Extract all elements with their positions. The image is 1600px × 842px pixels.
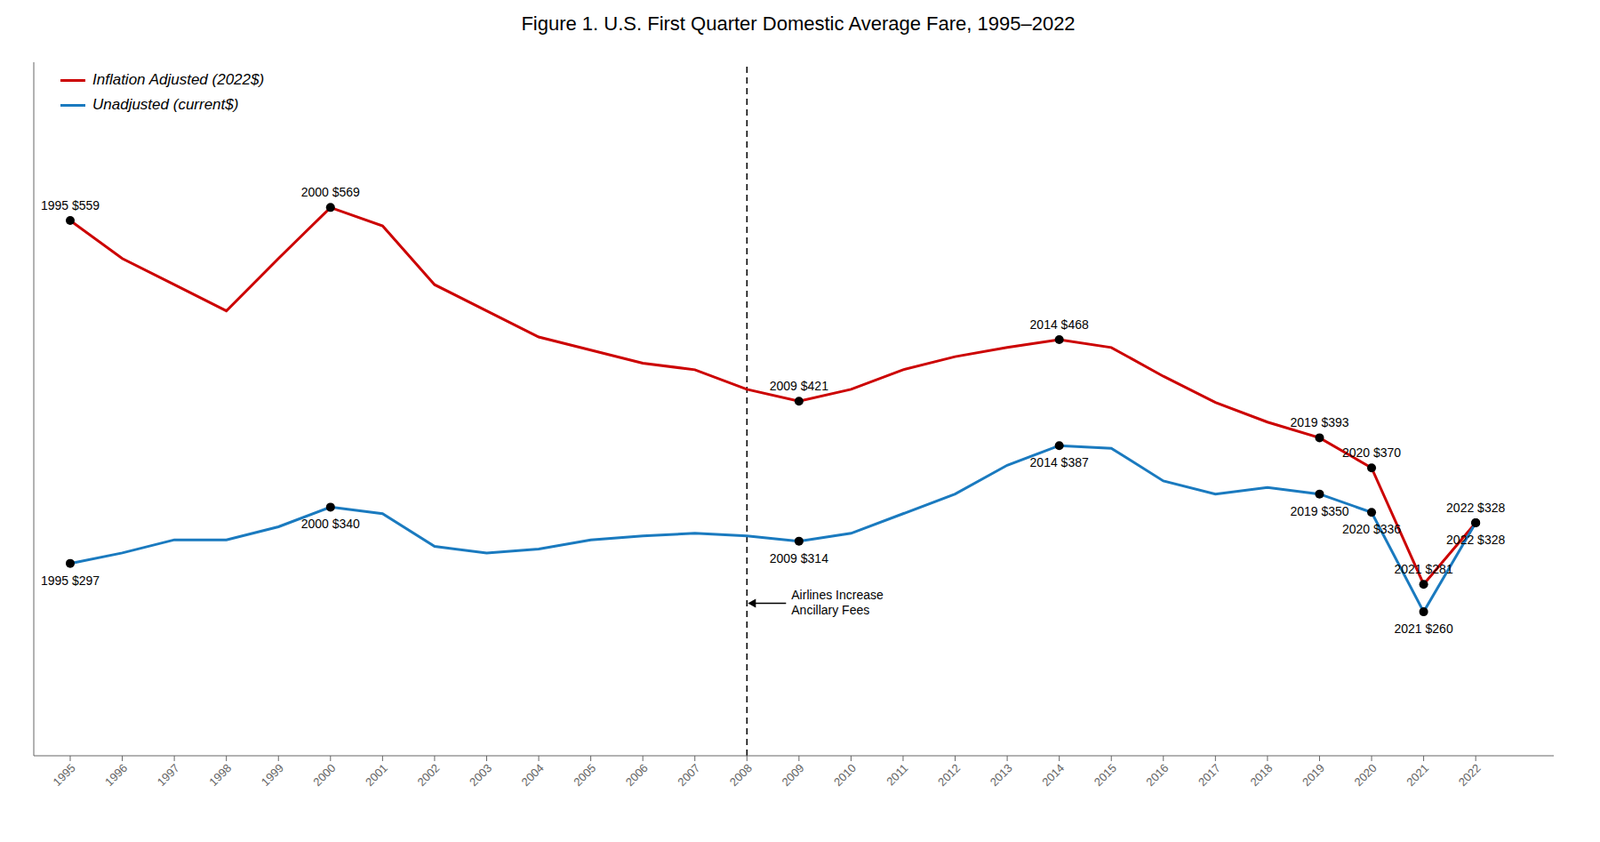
svg-text:1995 $297: 1995 $297 [40,573,100,588]
svg-text:2021 $281: 2021 $281 [1394,561,1454,576]
svg-text:2020: 2020 [1352,760,1380,789]
svg-text:2006: 2006 [623,760,651,789]
svg-text:2022: 2022 [1456,760,1484,789]
svg-text:2016: 2016 [1143,760,1171,789]
svg-text:2007: 2007 [674,760,703,789]
svg-text:2004: 2004 [519,760,547,789]
html-text:Unadjusted (current$): Unadjusted (current$) [92,96,239,113]
svg-text:2001: 2001 [362,760,391,789]
svg-text:2019 $393: 2019 $393 [1289,415,1349,430]
svg-text:2013: 2013 [987,760,1016,789]
svg-text:1997: 1997 [154,760,183,789]
svg-text:2014 $387: 2014 $387 [1030,455,1089,470]
html-text:Figure 1. U.S. First Quarter D: Figure 1. U.S. First Quarter Domestic Av… [521,12,1076,35]
svg-text:2014: 2014 [1039,760,1067,789]
svg-text:2015: 2015 [1091,760,1120,789]
svg-text:2005: 2005 [570,760,599,789]
html-text:Inflation Adjusted (2022$): Inflation Adjusted (2022$) [92,71,265,88]
svg-text:1995: 1995 [50,760,79,789]
svg-text:2019: 2019 [1299,760,1328,789]
svg-text:2003: 2003 [466,760,495,789]
svg-text:1999: 1999 [258,760,287,789]
svg-text:2009 $314: 2009 $314 [769,551,829,566]
svg-text:2017: 2017 [1195,760,1224,789]
svg-text:2012: 2012 [935,760,963,789]
svg-text:2011: 2011 [883,760,911,788]
svg-text:2020 $336: 2020 $336 [1342,521,1401,536]
svg-text:2010: 2010 [831,760,859,789]
svg-text:2000: 2000 [310,760,338,789]
svg-text:2000 $340: 2000 $340 [301,516,360,531]
svg-text:2014 $468: 2014 $468 [1030,317,1089,332]
svg-text:2019 $350: 2019 $350 [1289,504,1349,519]
svg-text:2008: 2008 [727,760,755,789]
svg-text:Airlines IncreaseAncillary Fee: Airlines IncreaseAncillary Fees [791,587,884,617]
svg-text:2018: 2018 [1248,760,1276,789]
svg-text:2000 $569: 2000 $569 [301,184,360,200]
svg-text:2009 $421: 2009 $421 [769,378,829,393]
svg-text:2002: 2002 [415,760,443,789]
svg-text:2020 $370: 2020 $370 [1342,445,1401,460]
svg-text:1998: 1998 [206,760,234,789]
svg-text:1995 $559: 1995 $559 [40,198,100,213]
svg-text:2022 $328: 2022 $328 [1446,532,1505,547]
svg-text:2021: 2021 [1403,760,1432,789]
svg-text:2009: 2009 [778,760,807,789]
svg-text:1996: 1996 [102,760,130,789]
svg-text:2021 $260: 2021 $260 [1394,621,1454,636]
svg-text:2022 $328: 2022 $328 [1446,500,1505,515]
